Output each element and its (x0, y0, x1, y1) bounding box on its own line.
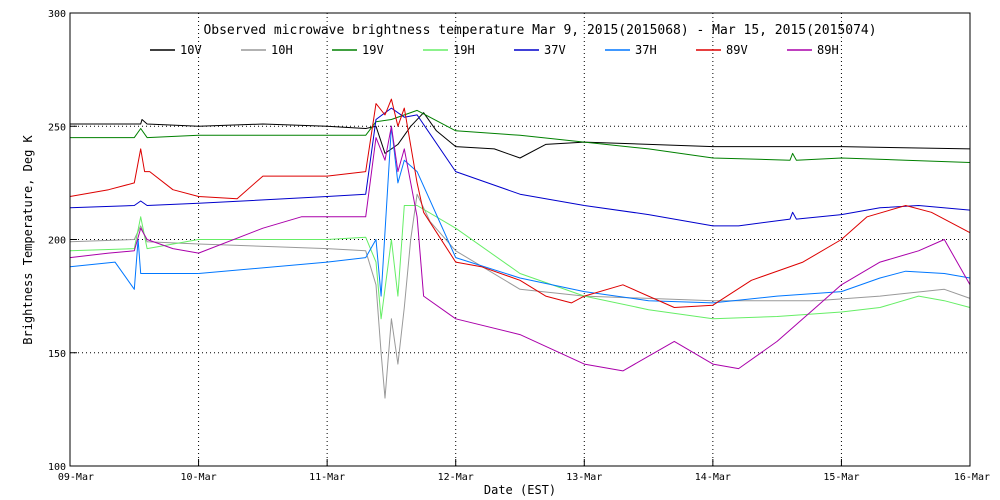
series-line-19v (70, 109, 971, 163)
series-line-10v (70, 112, 971, 159)
chart-title: Observed microwave brightness temperatur… (203, 23, 876, 38)
x-tick-label: 16-Mar (954, 472, 990, 483)
legend-label-37h: 37H (635, 43, 657, 57)
y-tick-label: 150 (48, 349, 66, 360)
y-tick-label: 100 (48, 462, 66, 473)
y-axis-title: Brightness Temperature, Deg K (21, 134, 35, 344)
legend-label-37v: 37V (544, 43, 566, 57)
x-tick-label: 14-Mar (695, 472, 731, 483)
series-lines (69, 98, 971, 399)
series-line-89h (69, 125, 971, 372)
y-tick-label: 250 (48, 122, 66, 133)
legend-label-10v: 10V (180, 43, 202, 57)
x-tick-label: 12-Mar (438, 472, 474, 483)
x-tick-label: 09-Mar (58, 472, 94, 483)
x-tick-label: 10-Mar (181, 472, 217, 483)
legend-label-10h: 10H (271, 43, 293, 57)
series-line-10h (69, 193, 971, 399)
y-tick-label: 300 (48, 9, 66, 20)
x-tick-label: 15-Mar (823, 472, 859, 483)
series-line-89v (69, 98, 971, 308)
series-line-19h (69, 205, 971, 320)
legend-label-89h: 89H (817, 43, 839, 57)
x-tick-label: 13-Mar (566, 472, 602, 483)
legend-label-89v: 89V (726, 43, 748, 57)
series-line-37h (69, 125, 971, 304)
x-axis-title: Date (EST) (484, 483, 556, 497)
legend-label-19h: 19H (453, 43, 475, 57)
y-tick-label: 200 (48, 236, 66, 247)
legend-label-19v: 19V (362, 43, 384, 57)
series-line-37v (69, 107, 971, 227)
x-tick-label: 11-Mar (309, 472, 345, 483)
axis-ticks: 09-Mar 10-Mar 11-Mar 12-Mar 13-Mar 14-Mar 15-M… (48, 9, 990, 483)
legend: 10V 10H 19V 19H 37V 37H 89V 89H (150, 43, 839, 57)
